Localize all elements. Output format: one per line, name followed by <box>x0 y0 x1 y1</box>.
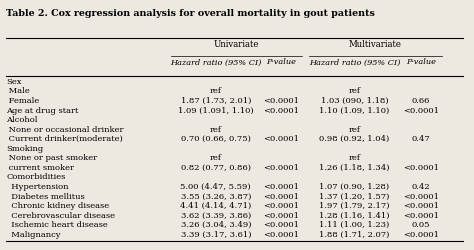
Text: Hazard ratio (95% CI): Hazard ratio (95% CI) <box>309 58 400 66</box>
Text: Univariate: Univariate <box>214 40 259 49</box>
Text: 1.10 (1.09, 1.10): 1.10 (1.09, 1.10) <box>319 106 390 114</box>
Text: 3.55 (3.26, 3.87): 3.55 (3.26, 3.87) <box>181 192 251 200</box>
Text: 0.47: 0.47 <box>411 135 430 143</box>
Text: <0.0001: <0.0001 <box>403 163 439 171</box>
Text: <0.0001: <0.0001 <box>403 211 439 219</box>
Text: <0.0001: <0.0001 <box>263 96 299 104</box>
Text: <0.0001: <0.0001 <box>263 201 299 209</box>
Text: 1.07 (0.90, 1.28): 1.07 (0.90, 1.28) <box>319 182 390 190</box>
Text: <0.0001: <0.0001 <box>263 211 299 219</box>
Text: 0.42: 0.42 <box>411 182 430 190</box>
Text: 1.37 (1.20, 1.57): 1.37 (1.20, 1.57) <box>319 192 390 200</box>
Text: 3.39 (3.17, 3.61): 3.39 (3.17, 3.61) <box>181 230 251 238</box>
Text: <0.0001: <0.0001 <box>263 220 299 228</box>
Text: Current drinker(moderate): Current drinker(moderate) <box>6 135 123 143</box>
Text: 5.00 (4.47, 5.59): 5.00 (4.47, 5.59) <box>181 182 251 190</box>
Text: <0.0001: <0.0001 <box>403 230 439 238</box>
Text: <0.0001: <0.0001 <box>263 230 299 238</box>
Text: 3.62 (3.39, 3.86): 3.62 (3.39, 3.86) <box>181 211 251 219</box>
Text: ref: ref <box>210 87 222 95</box>
Text: ref: ref <box>210 125 222 133</box>
Text: <0.0001: <0.0001 <box>263 192 299 200</box>
Text: Comorbidities: Comorbidities <box>6 173 65 181</box>
Text: 3.26 (3.04, 3.49): 3.26 (3.04, 3.49) <box>181 220 251 228</box>
Text: None or past smoker: None or past smoker <box>6 154 97 162</box>
Text: 1.87 (1.73, 2.01): 1.87 (1.73, 2.01) <box>181 96 251 104</box>
Text: <0.0001: <0.0001 <box>263 182 299 190</box>
Text: <0.0001: <0.0001 <box>263 135 299 143</box>
Text: 1.11 (1.00, 1.23): 1.11 (1.00, 1.23) <box>319 220 390 228</box>
Text: 0.82 (0.77, 0.86): 0.82 (0.77, 0.86) <box>181 163 251 171</box>
Text: P-value: P-value <box>266 58 296 66</box>
Text: <0.0001: <0.0001 <box>403 192 439 200</box>
Text: <0.0001: <0.0001 <box>403 201 439 209</box>
Text: Chronic kidney disease: Chronic kidney disease <box>6 201 109 209</box>
Text: Age at drug start: Age at drug start <box>6 106 78 114</box>
Text: 0.70 (0.66, 0.75): 0.70 (0.66, 0.75) <box>181 135 251 143</box>
Text: Malignancy: Malignancy <box>6 230 61 238</box>
Text: P-value: P-value <box>406 58 436 66</box>
Text: Sex: Sex <box>6 78 21 86</box>
Text: <0.0001: <0.0001 <box>263 163 299 171</box>
Text: 4.41 (4.14, 4.71): 4.41 (4.14, 4.71) <box>180 201 251 209</box>
Text: Alcohol: Alcohol <box>6 116 37 124</box>
Text: 1.97 (1.79, 2.17): 1.97 (1.79, 2.17) <box>319 201 390 209</box>
Text: <0.0001: <0.0001 <box>403 106 439 114</box>
Text: Cerebrovascular disease: Cerebrovascular disease <box>6 211 115 219</box>
Text: Hypertension: Hypertension <box>6 182 69 190</box>
Text: 1.26 (1.18, 1.34): 1.26 (1.18, 1.34) <box>319 163 390 171</box>
Text: Multivariate: Multivariate <box>349 40 402 49</box>
Text: 1.88 (1.71, 2.07): 1.88 (1.71, 2.07) <box>319 230 390 238</box>
Text: 0.98 (0.92, 1.04): 0.98 (0.92, 1.04) <box>319 135 390 143</box>
Text: Table 2. Cox regression analysis for overall mortality in gout patients: Table 2. Cox regression analysis for ove… <box>6 9 375 18</box>
Text: Female: Female <box>6 96 39 104</box>
Text: Hazard ratio (95% CI): Hazard ratio (95% CI) <box>170 58 262 66</box>
Text: ref: ref <box>348 154 360 162</box>
Text: 1.03 (090, 1.18): 1.03 (090, 1.18) <box>320 96 388 104</box>
Text: <0.0001: <0.0001 <box>263 106 299 114</box>
Text: 0.05: 0.05 <box>411 220 430 228</box>
Text: Ischemic heart disease: Ischemic heart disease <box>6 220 108 228</box>
Text: Diabetes mellitus: Diabetes mellitus <box>6 192 85 200</box>
Text: Smoking: Smoking <box>6 144 43 152</box>
Text: Male: Male <box>6 87 30 95</box>
Text: None or occasional drinker: None or occasional drinker <box>6 125 124 133</box>
Text: current smoker: current smoker <box>6 163 74 171</box>
Text: ref: ref <box>348 87 360 95</box>
Text: 1.28 (1.16, 1.41): 1.28 (1.16, 1.41) <box>319 211 390 219</box>
Text: 0.66: 0.66 <box>411 96 430 104</box>
Text: ref: ref <box>210 154 222 162</box>
Text: ref: ref <box>348 125 360 133</box>
Text: 1.09 (1.091, 1.10): 1.09 (1.091, 1.10) <box>178 106 254 114</box>
